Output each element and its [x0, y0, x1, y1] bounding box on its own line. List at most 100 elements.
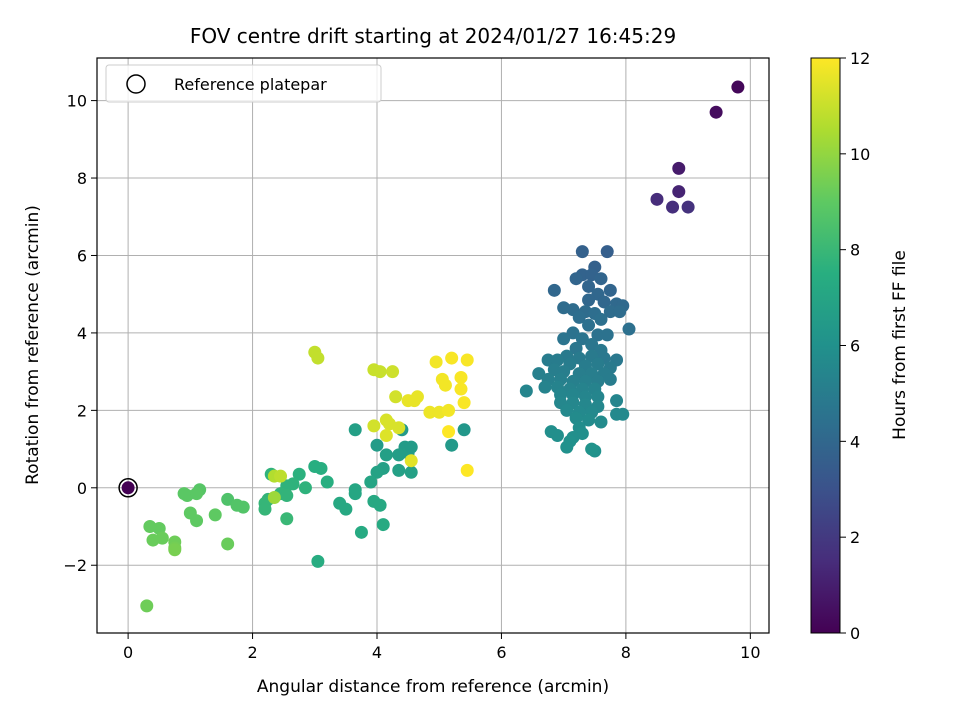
colorbar-tick-label: 12: [850, 49, 870, 68]
data-point: [377, 518, 390, 531]
data-point: [442, 404, 455, 417]
legend-label-reference: Reference platepar: [174, 75, 327, 94]
data-point: [386, 365, 399, 378]
data-point: [595, 272, 608, 285]
legend: Reference platepar: [106, 65, 381, 102]
data-point: [405, 466, 418, 479]
data-point: [299, 481, 312, 494]
data-point: [710, 106, 723, 119]
chart-title: FOV centre drift starting at 2024/01/27 …: [190, 24, 676, 48]
data-point: [311, 352, 324, 365]
data-point: [461, 354, 474, 367]
data-point: [392, 421, 405, 434]
data-point: [364, 475, 377, 488]
data-point: [458, 423, 471, 436]
data-point: [436, 373, 449, 386]
data-point: [349, 483, 362, 496]
data-point: [371, 439, 384, 452]
y-tick-label: 6: [77, 246, 87, 265]
data-point: [595, 415, 608, 428]
x-tick-label: 6: [496, 643, 506, 662]
y-tick-label: 8: [77, 169, 87, 188]
data-point: [651, 193, 664, 206]
data-point: [604, 373, 617, 386]
data-point: [548, 284, 561, 297]
data-point: [455, 371, 468, 384]
data-point: [551, 429, 564, 442]
colorbar-label: Hours from first FF file: [890, 250, 910, 440]
x-tick-label: 0: [123, 643, 133, 662]
data-point: [458, 396, 471, 409]
data-point: [411, 390, 424, 403]
data-point: [184, 506, 197, 519]
data-point: [405, 454, 418, 467]
data-point: [445, 352, 458, 365]
data-point: [315, 462, 328, 475]
data-point: [430, 355, 443, 368]
y-tick-label: −2: [63, 556, 87, 575]
data-point: [582, 294, 595, 307]
data-point: [601, 328, 614, 341]
colorbar-tick-label: 10: [850, 145, 870, 164]
data-point: [585, 443, 598, 456]
data-point: [560, 441, 573, 454]
data-point: [520, 384, 533, 397]
data-point: [445, 439, 458, 452]
data-point: [168, 543, 181, 556]
data-point: [613, 305, 626, 318]
x-tick-label: 10: [740, 643, 760, 662]
data-point: [259, 503, 272, 516]
data-point: [570, 272, 583, 285]
data-point: [461, 464, 474, 477]
data-point: [268, 491, 281, 504]
x-tick-label: 2: [247, 643, 257, 662]
data-point: [610, 394, 623, 407]
colorbar-tick-label: 6: [850, 337, 860, 356]
data-point: [311, 555, 324, 568]
data-point: [143, 520, 156, 533]
data-point: [666, 201, 679, 214]
y-tick-label: 4: [77, 324, 87, 343]
colorbar-gradient: [811, 58, 840, 633]
data-point: [601, 245, 614, 258]
data-point: [209, 508, 222, 521]
data-point: [178, 487, 191, 500]
data-point: [595, 313, 608, 326]
data-point: [367, 419, 380, 432]
data-point: [616, 408, 629, 421]
x-tick-label: 4: [372, 643, 382, 662]
data-point: [405, 441, 418, 454]
reference-point-fill: [122, 481, 135, 494]
data-point: [582, 319, 595, 332]
data-point: [280, 512, 293, 525]
data-point: [389, 390, 402, 403]
data-point: [349, 423, 362, 436]
colorbar-tick-label: 0: [850, 624, 860, 643]
data-point: [374, 365, 387, 378]
data-point: [682, 201, 695, 214]
x-axis-label: Angular distance from reference (arcmin): [257, 677, 609, 697]
data-point: [237, 501, 250, 514]
data-point: [147, 534, 160, 547]
data-point: [339, 503, 352, 516]
data-point: [321, 475, 334, 488]
data-point: [442, 425, 455, 438]
y-tick-label: 10: [67, 92, 87, 111]
data-point: [672, 185, 685, 198]
y-tick-label: 2: [77, 401, 87, 420]
data-point: [623, 323, 636, 336]
colorbar-tick-label: 2: [850, 528, 860, 547]
y-axis-label: Rotation from reference (arcmin): [23, 205, 43, 485]
data-point: [221, 537, 234, 550]
data-point: [455, 383, 468, 396]
data-point: [731, 81, 744, 94]
data-point: [380, 448, 393, 461]
data-point: [355, 526, 368, 539]
data-point: [604, 284, 617, 297]
data-point: [374, 499, 387, 512]
data-point: [140, 599, 153, 612]
scatter-chart: FOV centre drift starting at 2024/01/27 …: [0, 0, 960, 720]
data-point: [392, 448, 405, 461]
colorbar-tick-label: 4: [850, 432, 860, 451]
data-point: [557, 332, 570, 345]
